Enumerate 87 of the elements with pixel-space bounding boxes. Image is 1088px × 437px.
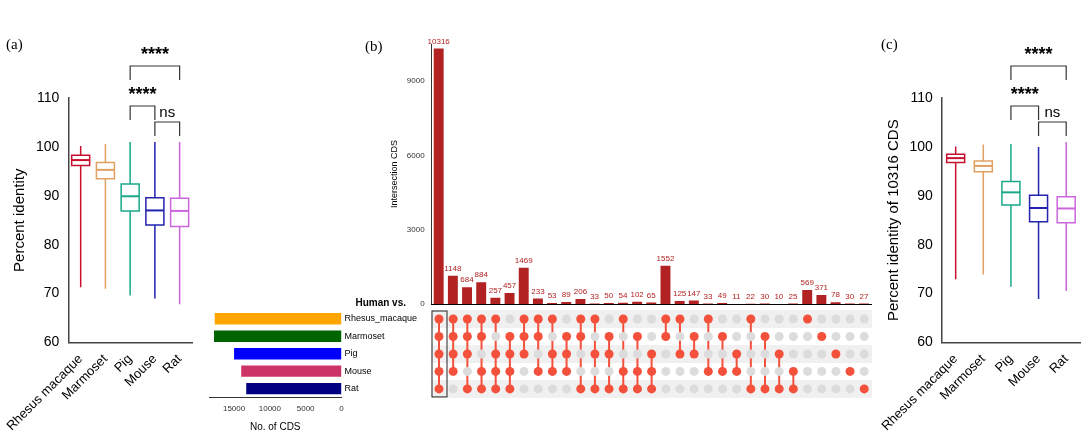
bar — [462, 287, 472, 305]
bar — [234, 348, 342, 360]
y-tick-label: 6000 — [406, 150, 426, 160]
bar — [575, 299, 586, 305]
y-axis-title: Percent identity — [10, 168, 28, 272]
data-label: 10 — [774, 292, 784, 302]
data-label: 102 — [630, 289, 645, 299]
chart-title: (a) — [6, 36, 23, 54]
data-label: 30 — [845, 291, 855, 301]
chart-title: (c) — [881, 36, 898, 54]
y-tick-label: 110 — [910, 88, 934, 105]
chart-title: (b) — [365, 38, 383, 56]
y-tick-label: 0 — [420, 299, 426, 309]
data-label: 684 — [460, 275, 475, 285]
y-tick-label: Marmoset — [344, 330, 385, 341]
data-label: 233 — [531, 286, 546, 296]
bar — [504, 292, 515, 305]
y-tick-label: 70 — [917, 284, 934, 301]
y-tick-label: 90 — [917, 186, 934, 203]
data-label: 65 — [646, 290, 657, 300]
data-label: 27 — [859, 291, 869, 301]
bar — [214, 313, 342, 325]
text: **** — [1024, 43, 1053, 64]
y-tick-label: Rhesus_macaque — [344, 313, 417, 324]
bar — [660, 265, 671, 305]
bar — [674, 301, 685, 305]
bar — [447, 275, 458, 305]
data-label: 884 — [474, 270, 489, 280]
data-label: 50 — [604, 291, 614, 301]
bar — [433, 48, 444, 305]
y-axis-title: Intersection CDS — [388, 140, 399, 209]
annotation: ns — [159, 102, 176, 120]
x-tick-label: 5000 — [296, 404, 316, 414]
data-label: 206 — [573, 287, 588, 297]
text: Human vs. — [355, 296, 407, 308]
bar — [816, 295, 827, 305]
x-tick-label: 10000 — [258, 404, 282, 414]
data-label: 89 — [561, 290, 572, 300]
annotation: **** — [128, 83, 157, 104]
data-label: 147 — [687, 288, 702, 298]
bar — [518, 267, 529, 305]
bar — [802, 290, 813, 305]
data-label: 1552 — [656, 253, 675, 263]
y-tick-label: 90 — [43, 186, 60, 203]
data-label: 569 — [800, 278, 815, 288]
data-label: 33 — [590, 291, 600, 301]
y-tick-label: 60 — [43, 333, 60, 350]
data-label: 371 — [814, 283, 829, 293]
bar — [532, 298, 543, 305]
y-axis-title: Percent identity of 10316 CDS — [883, 119, 901, 322]
x-tick-label: Rat — [1045, 350, 1072, 376]
data-label: 457 — [502, 281, 517, 291]
annotation: **** — [1010, 83, 1039, 104]
y-tick-label: 110 — [36, 88, 60, 105]
data-label: 257 — [488, 286, 503, 296]
data-label: 54 — [618, 291, 628, 301]
annotation: ns — [1044, 102, 1061, 120]
data-label: 33 — [703, 291, 713, 301]
data-label: 25 — [788, 291, 799, 301]
y-tick-label: 70 — [43, 284, 60, 301]
data-label: 30 — [760, 291, 770, 301]
y-tick-label: 80 — [43, 235, 60, 252]
bar — [476, 282, 487, 305]
data-label: 22 — [746, 291, 756, 301]
bar — [246, 382, 342, 395]
data-label: 1148 — [444, 263, 463, 273]
data-label: 125 — [672, 289, 687, 299]
y-tick-label: 100 — [909, 137, 934, 154]
text: **** — [140, 43, 169, 64]
y-tick-label: 60 — [917, 333, 934, 350]
data-label: 1469 — [514, 256, 534, 265]
y-tick-label: 9000 — [406, 76, 426, 86]
y-tick-label: 100 — [35, 137, 60, 154]
bar — [214, 330, 342, 342]
x-axis-title: No. of CDS — [249, 420, 301, 432]
data-label: 49 — [717, 291, 728, 301]
bar — [241, 365, 342, 377]
data-label: 10316 — [427, 36, 451, 46]
y-tick-label: 80 — [917, 235, 934, 252]
x-tick-label: Rat — [159, 350, 185, 376]
data-label: 78 — [831, 290, 841, 300]
data-label: 11 — [732, 292, 742, 302]
bar — [490, 297, 501, 305]
bar — [561, 301, 572, 305]
x-tick-label: 15000 — [222, 404, 246, 414]
data-label: 53 — [547, 291, 558, 301]
y-tick-label: 3000 — [406, 225, 426, 235]
